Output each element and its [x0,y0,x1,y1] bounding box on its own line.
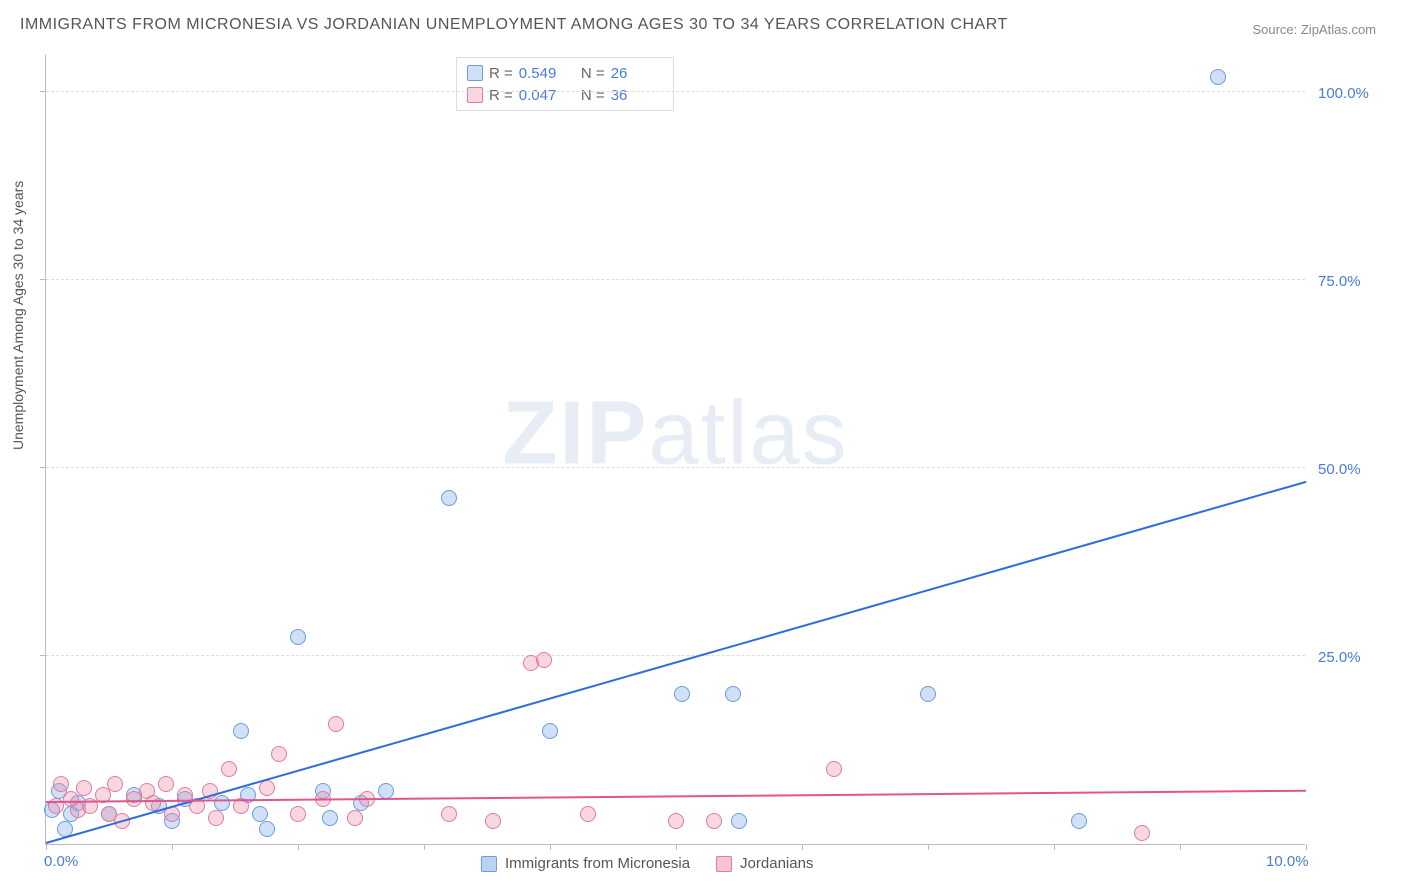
x-tick [1054,844,1055,850]
data-point-jordanians [221,761,237,777]
gridline [46,467,1305,468]
data-point-jordanians [158,776,174,792]
legend-swatch [481,856,497,872]
data-point-micronesia [252,806,268,822]
y-tick-label: 50.0% [1318,461,1361,478]
data-point-jordanians [826,761,842,777]
x-tick [298,844,299,850]
data-point-jordanians [668,813,684,829]
y-axis-label: Unemployment Among Ages 30 to 34 years [10,181,26,450]
data-point-jordanians [536,652,552,668]
gridline [46,91,1305,92]
watermark: ZIPatlas [502,382,848,485]
data-point-micronesia [290,629,306,645]
legend-row-micronesia: R = 0.549 N = 26 [467,62,663,84]
legend-n-label: N = [577,87,605,104]
data-point-jordanians [1134,825,1150,841]
x-tick [802,844,803,850]
trend-line-micronesia [46,481,1307,844]
trend-line-jordanians [46,789,1306,802]
data-point-jordanians [290,806,306,822]
data-point-jordanians [145,795,161,811]
y-tick-label: 100.0% [1318,85,1369,102]
x-tick-label: 0.0% [44,853,78,870]
data-point-micronesia [731,813,747,829]
data-point-jordanians [441,806,457,822]
x-tick [928,844,929,850]
data-point-micronesia [1210,69,1226,85]
data-point-jordanians [347,810,363,826]
series-legend: Immigrants from Micronesia Jordanians [481,855,813,872]
data-point-jordanians [76,780,92,796]
legend-label: Jordanians [740,855,813,872]
x-tick [172,844,173,850]
data-point-jordanians [208,810,224,826]
data-point-micronesia [920,686,936,702]
legend-n-value: 36 [611,87,663,104]
legend-item: Jordanians [716,855,813,872]
data-point-micronesia [674,686,690,702]
legend-swatch [716,856,732,872]
legend-r-value: 0.549 [519,65,571,82]
data-point-jordanians [107,776,123,792]
legend-n-value: 26 [611,65,663,82]
legend-r-value: 0.047 [519,87,571,104]
chart-title: IMMIGRANTS FROM MICRONESIA VS JORDANIAN … [20,16,1008,34]
data-point-micronesia [725,686,741,702]
data-point-jordanians [706,813,722,829]
y-tick-label: 75.0% [1318,273,1361,290]
source-label: Source: ZipAtlas.com [1252,22,1376,37]
legend-swatch [467,87,483,103]
legend-r-label: R = [489,65,513,82]
data-point-jordanians [328,716,344,732]
data-point-micronesia [214,795,230,811]
data-point-jordanians [271,746,287,762]
x-tick [550,844,551,850]
data-point-micronesia [542,723,558,739]
x-tick [1180,844,1181,850]
y-tick [40,91,46,92]
data-point-jordanians [580,806,596,822]
gridline [46,655,1305,656]
data-point-jordanians [53,776,69,792]
y-tick [40,655,46,656]
legend-label: Immigrants from Micronesia [505,855,690,872]
data-point-micronesia [233,723,249,739]
legend-swatch [467,65,483,81]
data-point-micronesia [322,810,338,826]
data-point-micronesia [1071,813,1087,829]
y-tick [40,279,46,280]
legend-row-jordanians: R = 0.047 N = 36 [467,84,663,106]
y-tick [40,467,46,468]
data-point-jordanians [485,813,501,829]
y-tick-label: 25.0% [1318,649,1361,666]
x-tick [424,844,425,850]
legend-item: Immigrants from Micronesia [481,855,690,872]
scatter-plot: ZIPatlas R =0.549 N =26R =0.047 N =36 Im… [45,55,1305,845]
data-point-micronesia [441,490,457,506]
legend-n-label: N = [577,65,605,82]
x-tick [46,844,47,850]
legend-r-label: R = [489,87,513,104]
data-point-micronesia [259,821,275,837]
x-tick [1306,844,1307,850]
gridline [46,279,1305,280]
correlation-legend: R = 0.549 N = 26 R = 0.047 N = 36 [456,57,674,111]
x-tick-label: 10.0% [1266,853,1309,870]
x-tick [676,844,677,850]
